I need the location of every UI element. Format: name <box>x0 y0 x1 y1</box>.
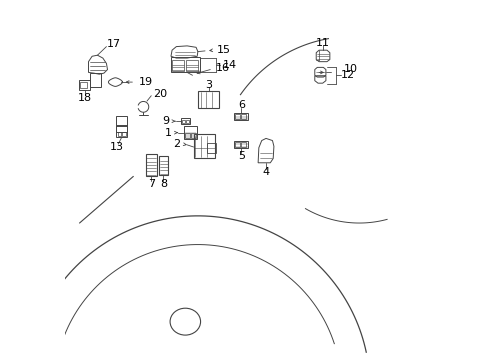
Bar <box>183 126 197 139</box>
Text: 18: 18 <box>77 93 91 103</box>
Bar <box>172 60 184 71</box>
Text: 6: 6 <box>237 100 244 111</box>
Text: 5: 5 <box>237 150 244 161</box>
Bar <box>79 80 90 90</box>
Bar <box>184 133 189 138</box>
Bar <box>145 154 156 176</box>
Bar <box>159 156 168 175</box>
Text: 8: 8 <box>160 179 167 189</box>
Bar <box>198 91 219 108</box>
Text: 17: 17 <box>106 40 121 49</box>
Bar <box>180 118 189 125</box>
Bar <box>206 143 215 153</box>
Text: 19: 19 <box>139 77 153 87</box>
Text: 15: 15 <box>217 45 231 55</box>
Text: 9: 9 <box>162 116 169 126</box>
Bar <box>89 73 101 87</box>
Text: 13: 13 <box>110 142 124 152</box>
Bar <box>235 114 239 119</box>
Text: 14: 14 <box>223 60 237 70</box>
Bar <box>185 60 198 71</box>
Bar <box>116 116 127 125</box>
Text: 2: 2 <box>172 139 180 149</box>
Text: 11: 11 <box>315 38 329 48</box>
Bar <box>241 142 245 147</box>
Bar <box>193 134 215 158</box>
Bar <box>116 126 127 137</box>
Bar <box>80 82 87 88</box>
Text: 3: 3 <box>205 80 212 90</box>
Text: 20: 20 <box>153 89 167 99</box>
Text: 1: 1 <box>164 128 171 138</box>
Text: 10: 10 <box>343 64 357 74</box>
Bar <box>235 142 239 147</box>
Bar <box>122 132 125 135</box>
Bar <box>117 132 121 135</box>
Bar <box>171 57 199 72</box>
Bar <box>234 140 247 148</box>
Text: 4: 4 <box>262 167 269 177</box>
Bar <box>182 120 184 123</box>
Text: 7: 7 <box>147 179 155 189</box>
Bar <box>190 133 195 138</box>
Bar <box>241 114 245 119</box>
Bar <box>234 113 247 120</box>
Bar <box>185 120 188 123</box>
Text: 12: 12 <box>341 70 355 80</box>
Text: 16: 16 <box>215 63 229 73</box>
